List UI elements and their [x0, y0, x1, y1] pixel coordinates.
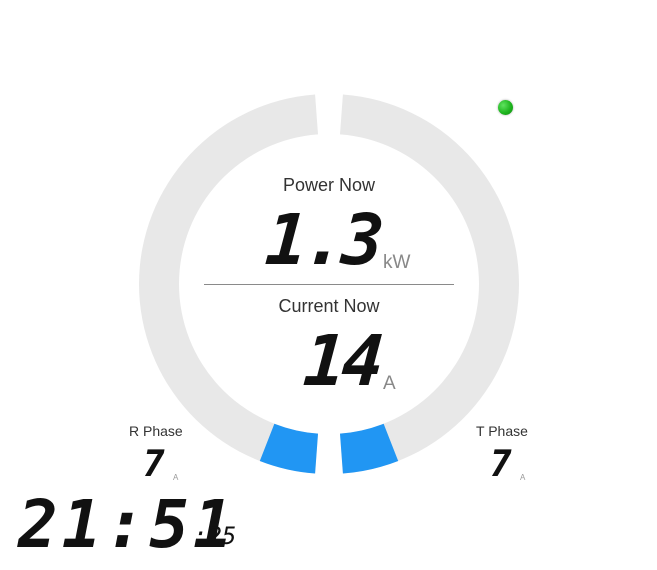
clock-time: 21:51: [18, 486, 237, 563]
t-phase-value: 7: [490, 444, 512, 485]
current-now-value: 14: [300, 320, 383, 402]
r-phase-label: R Phase: [129, 423, 183, 439]
clock-seconds: :25: [193, 522, 237, 550]
divider-line: [204, 284, 454, 285]
power-unit: kW: [383, 252, 411, 273]
power-now-label: Power Now: [282, 175, 376, 195]
connection-status-indicator: [498, 100, 513, 115]
t-phase-label: T Phase: [476, 423, 528, 439]
r-phase-value: 7: [143, 444, 165, 485]
t-phase-gauge-fill: [339, 423, 399, 474]
r-phase-unit: A: [173, 473, 179, 482]
t-phase-gauge-track: [339, 94, 520, 474]
power-now-value: 1.3: [262, 199, 383, 281]
current-now-label: Current Now: [278, 296, 380, 316]
t-phase-unit: A: [520, 473, 526, 482]
r-phase-gauge-fill: [259, 423, 319, 474]
current-unit: A: [383, 373, 396, 394]
r-phase-gauge-track: [138, 94, 319, 474]
